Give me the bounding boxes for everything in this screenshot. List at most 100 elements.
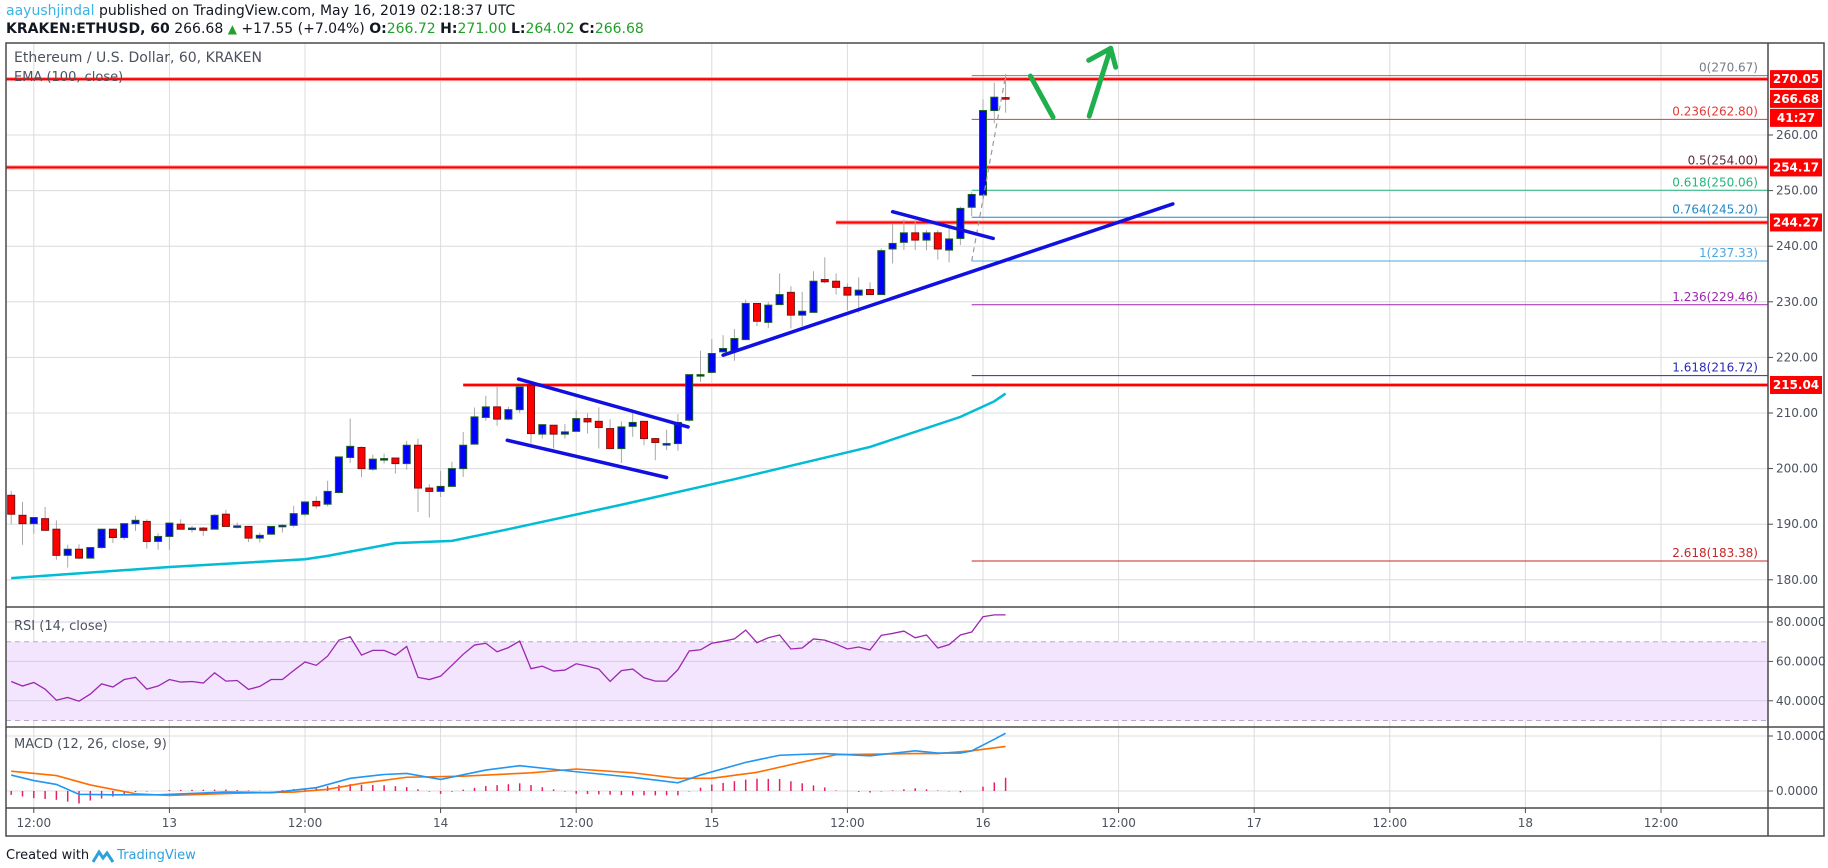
level-price-label-bg [1770,375,1822,394]
high-label: H: [440,21,458,37]
time-tick-label: 14 [433,816,448,830]
candle-up [922,232,931,241]
candle-up [63,548,72,556]
time-tick-label: 13 [162,816,177,830]
trendline-rising-support [721,202,1175,357]
candle-up [764,304,773,323]
rsi-line [10,614,1006,702]
footer: Created with TradingView [6,848,196,863]
level-price-label-bg [1770,213,1822,232]
fib-level-label: 1(237.33) [1699,246,1758,260]
candle-up [380,458,389,461]
green-arrow-stroke [1027,73,1056,120]
bar-countdown-label: 41:27 [1777,111,1815,125]
candle-down [1001,97,1010,100]
candle-up [210,514,219,530]
candle-down [244,525,253,539]
candle-down [594,420,603,428]
time-tick-label: 12:00 [1373,816,1408,830]
macd-legend: MACD (12, 26, close, 9) [14,737,167,752]
candle-down [753,302,761,322]
ema-line [11,392,1007,580]
candle-up [368,458,377,470]
candle-up [854,289,863,296]
fib-level-label: 0(270.67) [1699,61,1758,75]
tradingview-brand-link[interactable]: TradingView [117,848,196,863]
candle-up [662,443,671,446]
candle-down [549,424,558,435]
candle-down [843,286,852,296]
fib-level-label: 0.618(250.06) [1672,175,1758,189]
candle-down [7,494,16,515]
rsi-tick-label: 80.0000 [1776,615,1826,629]
time-tick-label: 17 [1247,816,1262,830]
time-tick-label: 12:00 [288,816,323,830]
symbol: KRAKEN:ETHUSD, 60 [6,21,170,37]
candle-up [775,294,784,306]
macd-tick-label: 0.0000 [1776,784,1818,798]
candle-down [52,528,61,556]
candle-up [504,409,513,420]
ema-legend: EMA (100, close) [14,70,123,85]
chart-frame [5,42,1825,837]
candle-down [414,444,422,489]
fib-level-label: 2.618(183.38) [1672,546,1758,560]
macd-line [11,732,1006,796]
price-tick-label: 210.00 [1776,406,1818,420]
price-tick-label: 180.00 [1776,573,1818,587]
candle-up [979,110,987,196]
candle-up [560,431,569,435]
up-triangle-icon: ▲ [227,22,237,36]
candle-down [425,487,434,492]
price-tick-label: 200.00 [1776,462,1818,476]
candle-up [323,490,332,505]
author-link[interactable]: aayushjindal [6,3,95,19]
candle-up [719,348,728,353]
candle-up [97,528,106,549]
candle-down [142,520,151,542]
open-value: 266.72 [386,21,436,37]
candle-down [221,513,230,527]
rsi-band [6,641,1768,721]
price-tick-label: 220.00 [1776,350,1818,364]
candle-up [899,232,908,243]
candle-up [538,424,547,435]
time-tick-label: 16 [975,816,990,830]
candle-up [696,374,705,377]
candle-up [877,250,886,296]
candle-up [470,416,479,445]
fib-level-label: 0.764(245.20) [1672,202,1758,216]
green-arrow-stroke [1086,45,1114,119]
rsi-legend: RSI (14, close) [14,619,108,634]
fib-level-label: 0.236(262.80) [1672,104,1758,118]
candle-up [515,386,524,411]
candle-up [346,445,355,458]
close-label: C: [578,21,595,37]
candle-up [29,517,38,525]
candle-up [798,310,807,316]
price-tick-label: 230.00 [1776,295,1818,309]
time-tick-label: 12:00 [17,816,52,830]
low-label: L: [510,21,526,37]
low-value: 264.02 [525,21,575,37]
price-tick-label: 260.00 [1776,128,1818,142]
close-value: 266.68 [594,21,644,37]
last-price: 266.68 [174,21,224,37]
candle-up [154,535,163,542]
time-tick-label: 18 [1518,816,1533,830]
candle-down [866,289,874,296]
candle-down [493,406,502,420]
published-text: published on TradingView.com, May 16, 20… [98,3,516,19]
fib-level-label: 1.618(216.72) [1672,361,1758,375]
candle-up [120,523,129,539]
level-price-label: 254.17 [1773,160,1819,174]
candle-up [289,513,298,526]
candle-up [459,444,468,470]
price-tick-label: 250.00 [1776,184,1818,198]
candle-down [820,279,829,283]
open-label: O: [369,21,387,37]
candle-up [233,525,242,528]
candle-up [617,426,626,450]
candle-up [707,353,716,373]
